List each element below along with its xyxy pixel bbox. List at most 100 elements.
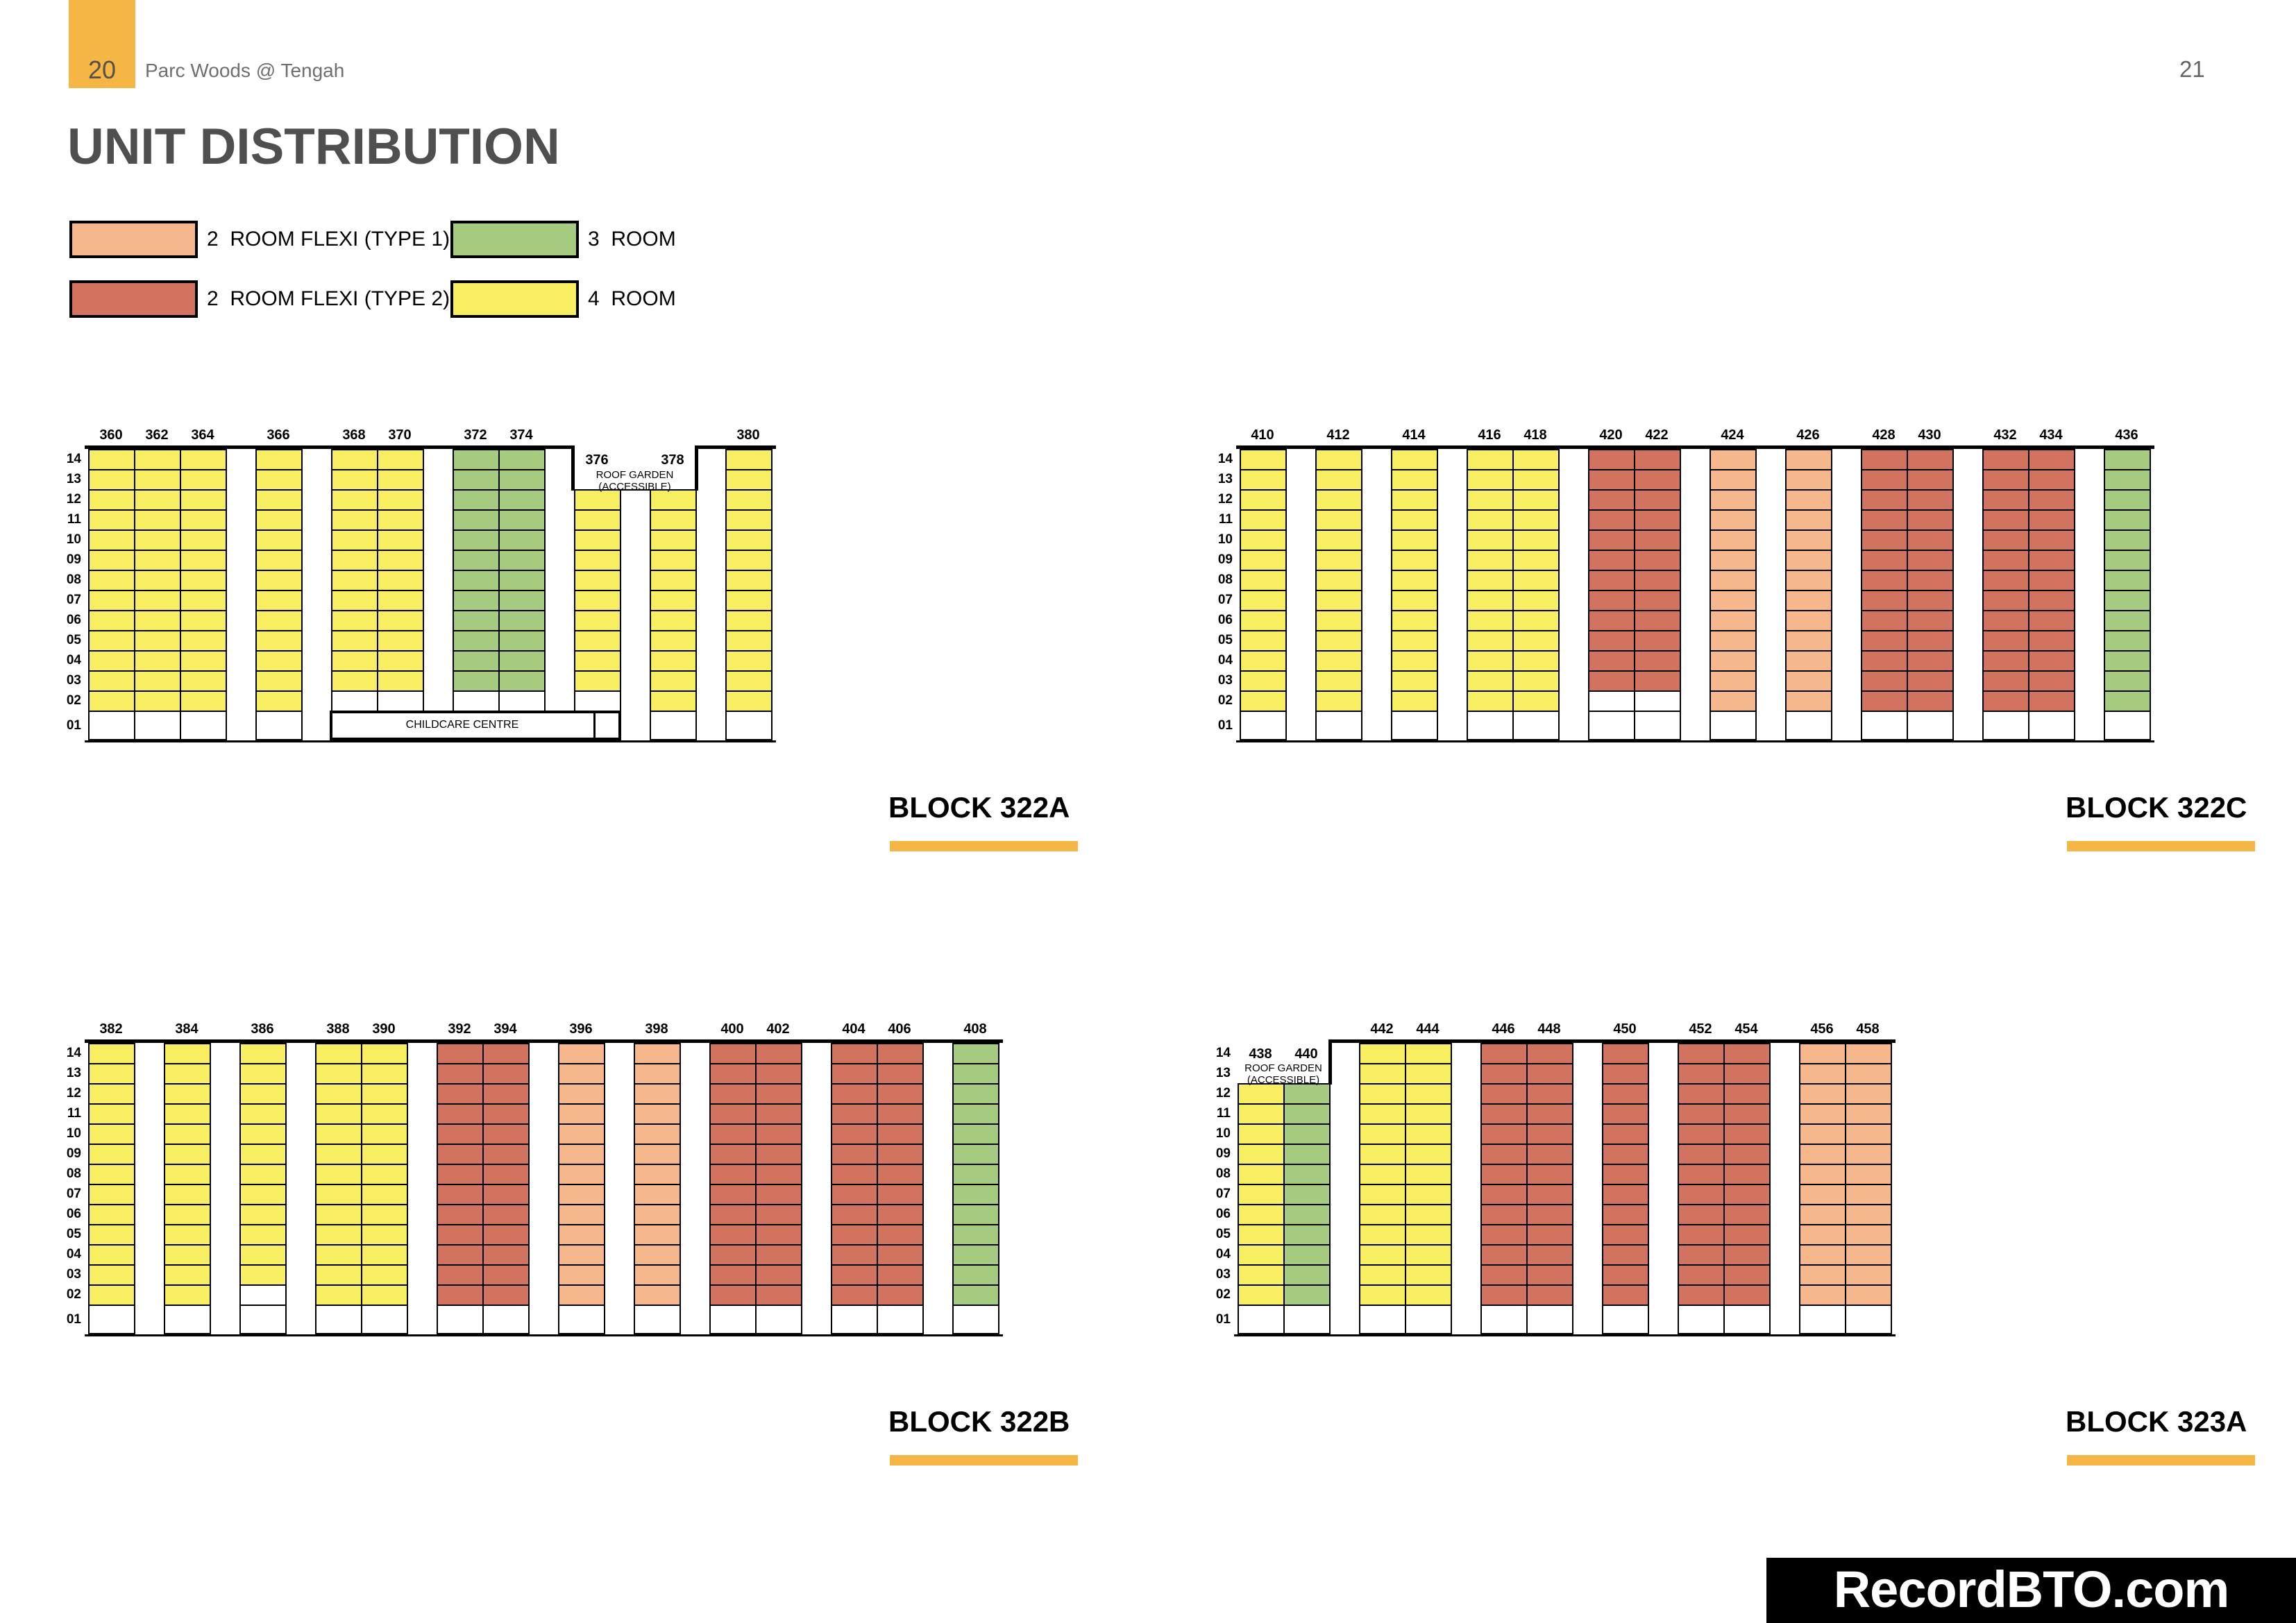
floor-label-322C-12: 12 (1217, 492, 1233, 507)
unit-cell-456-13 (1799, 1063, 1846, 1085)
unit-cell-386-14 (239, 1043, 287, 1064)
unit-cell-408-03 (952, 1264, 999, 1286)
unit-cell-448-03 (1526, 1264, 1573, 1286)
unit-cell-418-06 (1512, 610, 1560, 631)
unit-label-430: 430 (1918, 427, 1941, 443)
unit-cell-450-10 (1602, 1123, 1649, 1145)
unit-cell-404-02 (831, 1284, 878, 1306)
unit-cell-442-08 (1359, 1164, 1406, 1185)
unit-cell-444-04 (1405, 1244, 1452, 1266)
unit-cell-420-05 (1588, 630, 1635, 652)
unit-label-386: 386 (251, 1021, 274, 1037)
unit-cell-414-14 (1391, 449, 1438, 470)
unit-cell-422-11 (1634, 509, 1681, 531)
unit-cell-442-10 (1359, 1123, 1406, 1145)
unit-cell-382-03 (88, 1264, 135, 1286)
unit-cell-436-08 (2104, 570, 2151, 591)
unit-cell-372-08 (453, 570, 500, 591)
unit-cell-444-03 (1405, 1264, 1452, 1286)
unit-cell-420-04 (1588, 650, 1635, 672)
void-deck-cell-418 (1512, 711, 1560, 740)
unit-cell-388-07 (315, 1184, 362, 1205)
block-bottom-border (1236, 740, 2154, 742)
unit-cell-360-05 (88, 630, 135, 652)
unit-cell-368-09 (331, 550, 378, 571)
unit-label-434: 434 (2039, 427, 2063, 443)
unit-cell-364-12 (180, 489, 227, 511)
void-deck-cell-450 (1602, 1305, 1649, 1334)
unit-cell-412-10 (1315, 529, 1362, 551)
unit-cell-412-04 (1315, 650, 1362, 672)
unit-label-416: 416 (1478, 427, 1501, 443)
unit-cell-390-04 (361, 1244, 408, 1266)
unit-cell-426-09 (1785, 550, 1832, 571)
unit-cell-430-12 (1907, 489, 1954, 511)
unit-cell-376-03 (574, 670, 621, 692)
unit-cell-370-11 (377, 509, 424, 531)
unit-cell-414-11 (1391, 509, 1438, 531)
unit-cell-372-10 (453, 529, 500, 551)
unit-cell-418-03 (1512, 670, 1560, 692)
unit-label-414: 414 (1402, 427, 1426, 443)
unit-cell-404-05 (831, 1224, 878, 1246)
unit-cell-398-09 (634, 1144, 681, 1165)
unit-cell-364-14 (180, 449, 227, 470)
unit-cell-428-14 (1861, 449, 1908, 470)
unit-cell-386-02-void (239, 1284, 287, 1306)
unit-cell-436-04 (2104, 650, 2151, 672)
unit-cell-432-04 (1982, 650, 2029, 672)
unit-cell-368-02-void (331, 690, 378, 712)
void-deck-cell-438 (1238, 1305, 1285, 1334)
unit-cell-436-09 (2104, 550, 2151, 571)
unit-cell-410-06 (1240, 610, 1287, 631)
unit-cell-420-02-void (1588, 690, 1635, 712)
legend-swatch-flexi2 (69, 280, 198, 318)
unit-cell-444-05 (1405, 1224, 1452, 1246)
unit-cell-396-09 (558, 1144, 605, 1165)
unit-cell-454-08 (1723, 1164, 1771, 1185)
void-deck-cell-458 (1845, 1305, 1892, 1334)
unit-cell-368-03 (331, 670, 378, 692)
unit-cell-440-06 (1283, 1204, 1331, 1225)
unit-cell-436-07 (2104, 590, 2151, 611)
unit-cell-404-07 (831, 1184, 878, 1205)
unit-cell-394-10 (482, 1123, 530, 1145)
unit-cell-378-02 (650, 690, 697, 712)
unit-cell-432-03 (1982, 670, 2029, 692)
void-deck-cell-442 (1359, 1305, 1406, 1334)
unit-cell-396-05 (558, 1224, 605, 1246)
void-deck-cell-432 (1982, 711, 2029, 740)
unit-cell-450-05 (1602, 1224, 1649, 1246)
unit-cell-396-13 (558, 1063, 605, 1085)
floor-label-323A-07: 07 (1215, 1187, 1231, 1201)
floor-label-323A-01: 01 (1215, 1312, 1231, 1327)
unit-cell-370-14 (377, 449, 424, 470)
unit-cell-426-10 (1785, 529, 1832, 551)
unit-cell-428-08 (1861, 570, 1908, 591)
unit-label-410: 410 (1251, 427, 1274, 443)
unit-cell-392-04 (437, 1244, 484, 1266)
unit-label-428: 428 (1872, 427, 1896, 443)
unit-cell-408-02 (952, 1284, 999, 1306)
roof-garden-label: ROOF GARDEN (ACCESSIBLE) (1244, 1062, 1322, 1086)
unit-cell-404-10 (831, 1123, 878, 1145)
unit-cell-418-04 (1512, 650, 1560, 672)
unit-cell-426-12 (1785, 489, 1832, 511)
unit-cell-388-08 (315, 1164, 362, 1185)
unit-cell-366-03 (255, 670, 303, 692)
unit-label-376: 376 (585, 452, 609, 468)
unit-cell-380-04 (725, 650, 773, 672)
unit-cell-458-08 (1845, 1164, 1892, 1185)
unit-cell-392-05 (437, 1224, 484, 1246)
unit-cell-442-09 (1359, 1144, 1406, 1165)
unit-cell-400-04 (709, 1244, 757, 1266)
floor-label-322A-02: 02 (66, 693, 81, 708)
unit-cell-428-05 (1861, 630, 1908, 652)
unit-cell-362-03 (134, 670, 181, 692)
unit-cell-408-10 (952, 1123, 999, 1145)
unit-cell-444-06 (1405, 1204, 1452, 1225)
floor-label-323A-04: 04 (1215, 1247, 1231, 1261)
unit-cell-422-07 (1634, 590, 1681, 611)
unit-cell-442-05 (1359, 1224, 1406, 1246)
void-deck-cell-426 (1785, 711, 1832, 740)
